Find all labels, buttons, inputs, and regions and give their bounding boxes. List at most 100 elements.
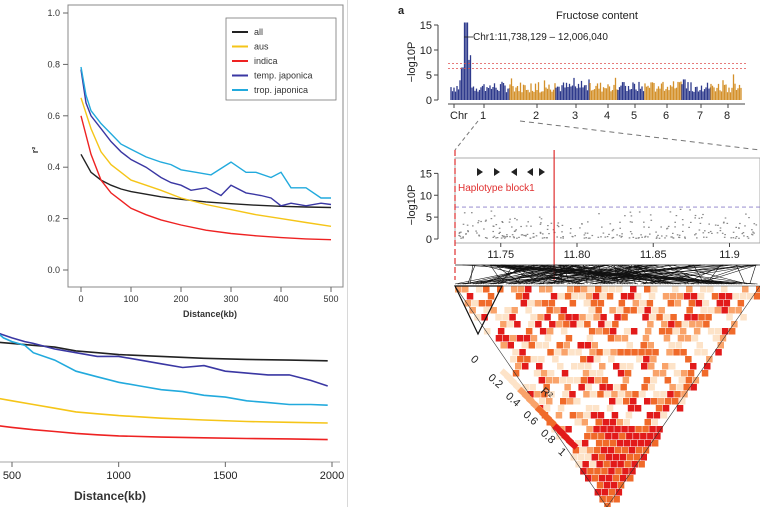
snp-dot — [732, 237, 735, 239]
snp-dot — [739, 222, 741, 225]
ld-cell — [588, 307, 595, 314]
ld-cell — [509, 314, 516, 321]
manhattan-points — [450, 22, 742, 100]
ld-cell — [532, 286, 539, 293]
snp-dot — [501, 235, 504, 237]
ld-cell — [746, 293, 754, 300]
ld-cell — [712, 314, 719, 321]
ld-cell — [502, 335, 510, 342]
ld-cell — [528, 342, 535, 349]
ld-cell — [585, 384, 592, 391]
snp-dot — [515, 229, 517, 231]
ld-cell — [645, 370, 653, 377]
snp-dot — [514, 230, 517, 232]
snp-dot — [480, 220, 482, 223]
ld-cell — [569, 300, 577, 307]
ld-cell — [566, 356, 573, 363]
snp-fan-line — [489, 264, 504, 285]
snp-dot — [609, 223, 612, 225]
snp-dot — [556, 224, 559, 226]
snp-dot — [492, 225, 495, 227]
ld-cell — [473, 293, 481, 300]
ld-cell — [658, 419, 665, 426]
ld-cell — [485, 300, 493, 307]
ld-cell — [630, 307, 637, 314]
snp-dot — [604, 236, 607, 238]
ld-cell — [564, 293, 572, 300]
ld-cell — [642, 314, 649, 321]
ld-cell — [626, 433, 633, 440]
snp-dot — [660, 226, 662, 228]
ld-cell — [549, 342, 556, 349]
snp-dot — [504, 236, 507, 238]
ld-cell — [522, 384, 529, 391]
ld-cell — [604, 391, 611, 398]
ld-cell — [497, 307, 504, 314]
snp-dot — [600, 236, 602, 238]
series-line-all — [0, 341, 328, 362]
ld-cell — [524, 377, 532, 384]
ld-cell — [495, 335, 503, 342]
ld-cell — [550, 363, 557, 370]
y-tick-label: 5 — [426, 70, 432, 82]
ld-cell — [586, 314, 593, 321]
snp-position-fan — [454, 264, 760, 285]
ld-cell — [730, 300, 738, 307]
ld-cell — [681, 391, 688, 398]
ld-cell — [591, 433, 598, 440]
ld-cell — [580, 468, 587, 475]
ld-cell — [591, 321, 598, 328]
ld-cell — [498, 349, 505, 356]
snp-dot — [656, 236, 658, 238]
snp-dot — [560, 237, 562, 239]
ld-cell — [731, 321, 738, 328]
ld-cell — [665, 307, 672, 314]
ld-cell — [578, 293, 586, 300]
x-tick-label: 2000 — [320, 470, 344, 482]
ld-cell — [666, 349, 673, 356]
ld-cell — [632, 412, 640, 419]
snp-dot — [643, 221, 645, 223]
ld-cell — [476, 286, 483, 293]
ld-cell — [629, 356, 636, 363]
ld-cell — [597, 391, 604, 398]
ld-cell — [719, 335, 727, 342]
snp-dot — [581, 223, 583, 225]
series-line-temp-japonica — [80, 69, 332, 207]
ld-cell — [690, 384, 697, 391]
ld-cell — [694, 349, 701, 356]
snp-fan-line — [643, 264, 741, 285]
ld-cell — [545, 356, 552, 363]
ld-cell — [560, 307, 567, 314]
ld-cell — [644, 419, 651, 426]
y-axis-label: −log10P — [406, 42, 418, 83]
snp-dot — [753, 223, 756, 225]
ld-cell — [721, 286, 728, 293]
snp-dot — [689, 209, 691, 211]
ld-cell — [648, 293, 656, 300]
ld-cell — [539, 286, 546, 293]
ld-cell — [733, 314, 740, 321]
ld-cell — [488, 314, 495, 321]
ld-cell — [618, 412, 626, 419]
ld-cell — [571, 363, 578, 370]
snp-dot — [529, 237, 532, 239]
ld-cell — [572, 314, 579, 321]
ld-cell — [495, 314, 502, 321]
ld-cell — [600, 314, 607, 321]
ld-cell — [714, 286, 721, 293]
ld-cell — [590, 391, 597, 398]
ld-cell — [670, 335, 678, 342]
ld-cell — [682, 342, 689, 349]
ld-cell — [723, 300, 731, 307]
ld-cell — [499, 300, 507, 307]
ld-cell — [553, 328, 561, 335]
ld-cell — [544, 335, 552, 342]
ld-cell — [660, 300, 668, 307]
series-line-aus — [0, 397, 328, 424]
ld-cell — [623, 286, 630, 293]
snp-dot — [509, 218, 511, 220]
ld-cell — [607, 335, 615, 342]
ld-cell — [529, 363, 536, 370]
ld-cell — [676, 405, 684, 412]
